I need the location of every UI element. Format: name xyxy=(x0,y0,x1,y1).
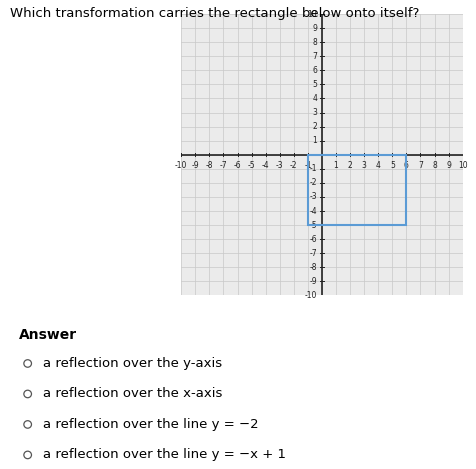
Text: a reflection over the line y = −x + 1: a reflection over the line y = −x + 1 xyxy=(43,448,285,461)
Text: 2: 2 xyxy=(312,122,317,131)
Text: -6: -6 xyxy=(309,234,317,244)
Text: 10: 10 xyxy=(307,9,317,19)
Text: 9: 9 xyxy=(445,161,450,170)
Text: 4: 4 xyxy=(375,161,380,170)
Text: 4: 4 xyxy=(311,94,317,103)
Text: 6: 6 xyxy=(311,66,317,75)
Text: -5: -5 xyxy=(248,161,255,170)
Text: -10: -10 xyxy=(304,291,317,300)
Text: 2: 2 xyxy=(347,161,352,170)
Text: 8: 8 xyxy=(312,38,317,47)
Text: -7: -7 xyxy=(219,161,227,170)
Text: -8: -8 xyxy=(309,263,317,272)
Text: Which transformation carries the rectangle below onto itself?: Which transformation carries the rectang… xyxy=(10,7,418,20)
Text: 3: 3 xyxy=(361,161,366,170)
Text: -2: -2 xyxy=(309,178,317,188)
Text: 7: 7 xyxy=(311,52,317,61)
Text: a reflection over the line y = −2: a reflection over the line y = −2 xyxy=(43,418,258,431)
Bar xyxy=(307,155,406,225)
Text: 7: 7 xyxy=(417,161,422,170)
Text: -8: -8 xyxy=(205,161,213,170)
Text: -1: -1 xyxy=(304,161,311,170)
Text: 10: 10 xyxy=(457,161,466,170)
Text: -1: -1 xyxy=(309,164,317,174)
Text: -6: -6 xyxy=(233,161,241,170)
Text: 8: 8 xyxy=(431,161,436,170)
Text: 6: 6 xyxy=(403,161,408,170)
Text: 5: 5 xyxy=(389,161,394,170)
Text: 9: 9 xyxy=(311,23,317,33)
Text: 1: 1 xyxy=(333,161,337,170)
Text: a reflection over the y-axis: a reflection over the y-axis xyxy=(43,357,222,370)
Text: -10: -10 xyxy=(175,161,187,170)
Text: -9: -9 xyxy=(191,161,198,170)
Text: -4: -4 xyxy=(309,206,317,216)
Text: -3: -3 xyxy=(309,192,317,202)
Text: -2: -2 xyxy=(289,161,297,170)
Text: 5: 5 xyxy=(311,80,317,89)
Text: 3: 3 xyxy=(311,108,317,117)
Text: -5: -5 xyxy=(309,220,317,230)
Text: a reflection over the x-axis: a reflection over the x-axis xyxy=(43,387,222,401)
Text: Answer: Answer xyxy=(19,328,77,342)
Text: -3: -3 xyxy=(276,161,283,170)
Text: -9: -9 xyxy=(309,277,317,286)
Text: 1: 1 xyxy=(312,136,317,145)
Text: -4: -4 xyxy=(261,161,269,170)
Text: -7: -7 xyxy=(309,249,317,258)
